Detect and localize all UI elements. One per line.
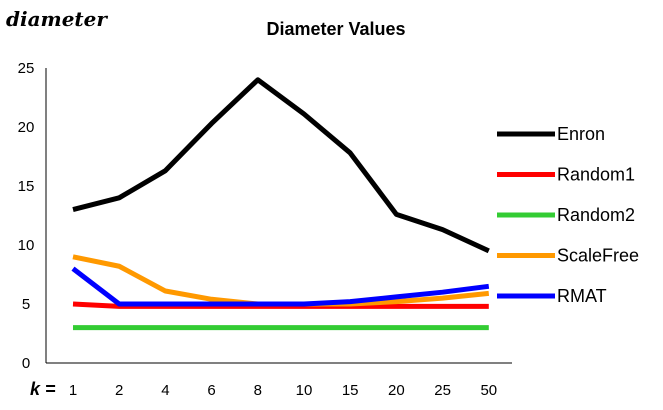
- legend-label-random1: Random1: [557, 165, 635, 185]
- legend-label-enron: Enron: [557, 124, 605, 144]
- series-line-enron: [72, 77, 490, 254]
- legend: Enron Random1 Random2 ScaleFree RMAT: [497, 124, 639, 306]
- plot-area: 0 5 10 15 20 25 1 2 4 6 8 10 15 20 25 50: [18, 60, 512, 399]
- y-tick-label: 20: [18, 119, 35, 136]
- y-axis-label: diameter: [6, 7, 108, 31]
- series-line-scalefree: [72, 254, 490, 307]
- legend-label-random2: Random2: [557, 205, 635, 225]
- x-tick-label: 2: [115, 382, 123, 399]
- y-tick-label: 10: [18, 237, 35, 254]
- x-axis-prefix: k =: [30, 379, 56, 399]
- x-tick-label: 10: [296, 382, 313, 399]
- y-tick-label: 0: [22, 355, 30, 372]
- x-tick-label: 15: [342, 382, 359, 399]
- y-tick-label: 15: [18, 178, 35, 195]
- x-tick-label: 20: [388, 382, 405, 399]
- x-tick-label: 25: [434, 382, 451, 399]
- legend-label-scalefree: ScaleFree: [557, 246, 639, 266]
- x-tick-label: 4: [161, 382, 169, 399]
- series-line-rmat: [71, 266, 490, 307]
- x-tick-label: 50: [480, 382, 497, 399]
- x-tick-label: 8: [254, 382, 262, 399]
- x-tick-label: 1: [69, 382, 77, 399]
- y-tick-label: 5: [22, 296, 30, 313]
- y-tick-label: 25: [18, 60, 35, 77]
- x-tick-label: 6: [207, 382, 215, 399]
- chart-title: Diameter Values: [266, 19, 405, 39]
- legend-label-rmat: RMAT: [557, 286, 607, 306]
